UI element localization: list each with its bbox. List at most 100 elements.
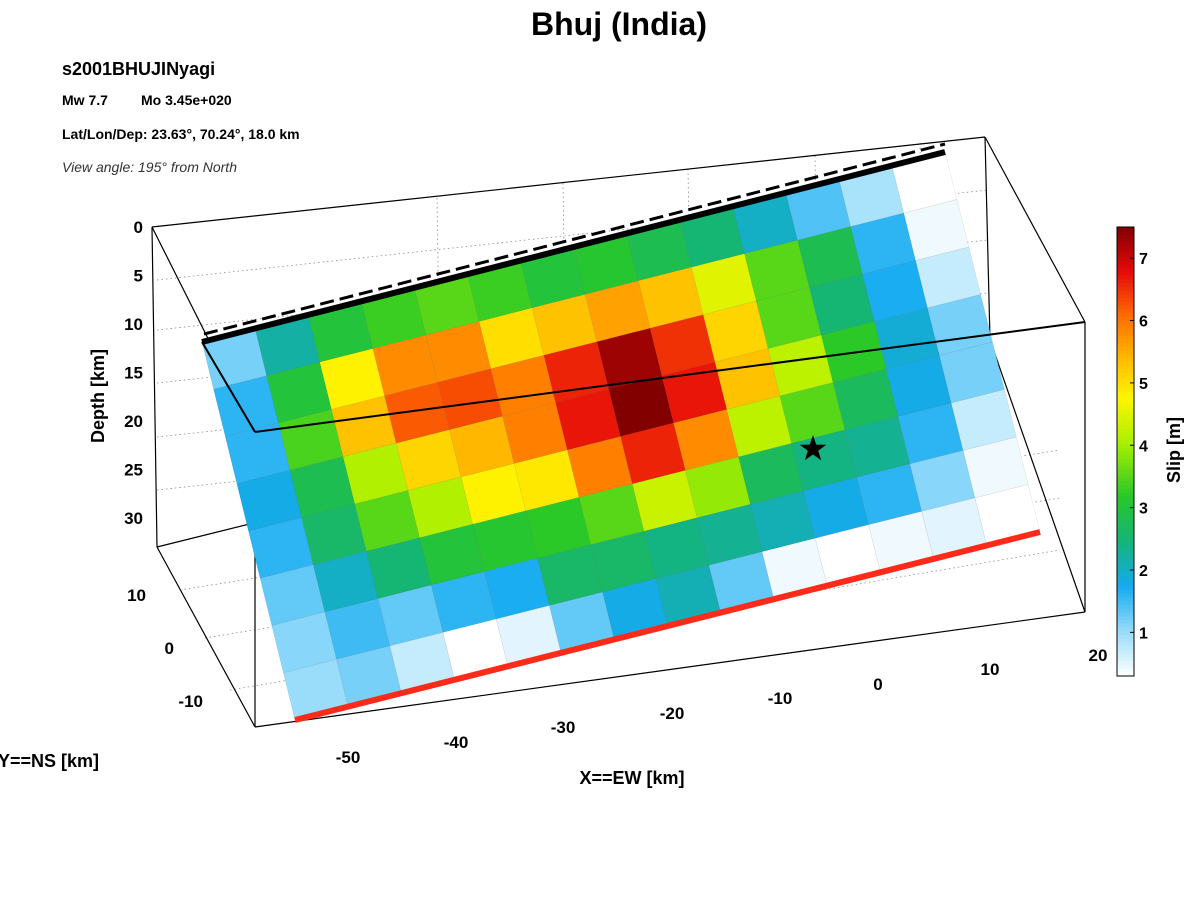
hypocenter-star (799, 435, 827, 461)
colorbar-segment (1117, 522, 1134, 527)
colorbar-segment (1117, 316, 1134, 322)
colorbar-segment (1117, 402, 1134, 408)
colorbar-segment (1117, 294, 1134, 299)
colorbar-segment (1117, 305, 1134, 310)
x-tick-2: -30 (551, 718, 576, 737)
axes-box-edge-1 (984, 136, 1086, 323)
colorbar-segment (1117, 399, 1134, 404)
colorbar-segment (1117, 612, 1134, 617)
colorbar-segment (1117, 638, 1134, 643)
colorbar-segment (1117, 436, 1134, 441)
colorbar-segment (1117, 657, 1134, 662)
colorbar-segment (1117, 264, 1134, 269)
colorbar-segment (1117, 313, 1134, 318)
colorbar-segment (1117, 283, 1134, 288)
colorbar-segment (1117, 458, 1134, 464)
location-label: Lat/Lon/Dep: 23.63°, 70.24°, 18.0 km (62, 126, 300, 142)
colorbar-tick-2: 3 (1139, 501, 1148, 518)
x-axis-label: X==EW [km] (579, 768, 684, 788)
colorbar-segment (1117, 387, 1134, 393)
colorbar-segment (1117, 477, 1134, 483)
axes-box-edge-6 (254, 611, 1086, 728)
colorbar-segment (1117, 586, 1134, 591)
x-tick-6: 10 (981, 660, 1000, 679)
colorbar-tick-0: 1 (1139, 625, 1148, 642)
colorbar-segment (1117, 432, 1134, 438)
colorbar-segment (1117, 646, 1134, 651)
x-tick-5: 0 (873, 675, 882, 694)
colorbar-segment (1117, 372, 1134, 378)
colorbar-segment (1117, 429, 1134, 434)
x-tick-0: -50 (336, 748, 361, 767)
z-tick-0: 0 (134, 218, 143, 237)
colorbar-segment (1117, 574, 1134, 580)
fault-surface-trace (203, 142, 946, 336)
colorbar-segment (1117, 481, 1134, 486)
colorbar-segment (1117, 271, 1134, 277)
z-tick-1: 5 (134, 267, 143, 286)
colorbar-segment (1117, 369, 1134, 374)
colorbar-frame (1116, 226, 1135, 677)
colorbar-segment (1117, 500, 1134, 505)
colorbar-segment (1117, 470, 1134, 475)
y-tick-2: -10 (178, 692, 203, 711)
colorbar-segment (1117, 556, 1134, 561)
colorbar-segment (1117, 328, 1134, 333)
z-axis-label: Depth [km] (88, 349, 108, 443)
colorbar-segment (1117, 485, 1134, 490)
colorbar-segment (1117, 275, 1134, 280)
z-tick-6: 30 (124, 509, 143, 528)
colorbar-segment (1117, 440, 1134, 445)
fault-slip-cells (201, 151, 1041, 721)
colorbar-segment (1117, 361, 1134, 367)
y-axis-label: Y==NS [km] (0, 751, 99, 771)
colorbar-segment (1117, 227, 1134, 232)
colorbar-segment (1117, 593, 1134, 599)
colorbar-segment (1117, 301, 1134, 307)
axes-box-edge-3 (984, 136, 991, 341)
z-tick-4: 20 (124, 412, 143, 431)
fault-overlay (201, 142, 1086, 723)
x-tick-1: -40 (444, 733, 469, 752)
colorbar-segment (1117, 473, 1134, 479)
magnitude-label: Mw 7.7 (62, 92, 108, 108)
tick-labels: 0 5 10 15 20 25 30 10 0 -10 -50 -40 -30 -20 -10 0 10 20 (124, 218, 1107, 767)
colorbar-segment (1117, 451, 1134, 456)
colorbar-segment (1117, 286, 1134, 292)
x-tick-7: 20 (1089, 646, 1108, 665)
axes-box-edge-2 (151, 226, 158, 548)
colorbar-segment (1117, 537, 1134, 542)
colorbar-segment (1117, 230, 1134, 236)
colorbar-segment (1117, 384, 1134, 389)
z-tick-5: 25 (124, 461, 143, 480)
colorbar-tick-4: 5 (1139, 376, 1148, 393)
colorbar-segment (1117, 623, 1134, 628)
colorbar-segment (1117, 518, 1134, 524)
colorbar-segment (1117, 627, 1134, 632)
colorbar-segment (1117, 414, 1134, 419)
model-name: s2001BHUJINyagi (62, 59, 215, 79)
colorbar-segment (1117, 298, 1134, 303)
colorbar-segment (1117, 578, 1134, 584)
moment-label: Mo 3.45e+020 (141, 92, 232, 108)
colorbar-segment (1117, 496, 1134, 501)
colorbar-segment (1117, 634, 1134, 640)
colorbar-segment (1117, 608, 1134, 613)
colorbar: 1 2 3 4 5 6 7 (1116, 226, 1148, 677)
colorbar-segment (1117, 619, 1134, 625)
colorbar-tick-3: 4 (1139, 438, 1148, 455)
colorbar-segment (1117, 672, 1134, 677)
colorbar-segment (1117, 589, 1134, 595)
colorbar-segment (1117, 279, 1134, 284)
colorbar-segment (1117, 661, 1134, 666)
colorbar-segment (1117, 582, 1134, 587)
colorbar-segment (1117, 245, 1134, 251)
colorbar-segment (1117, 324, 1134, 329)
colorbar-segment (1117, 462, 1134, 468)
front-box-edge-top (254, 321, 1086, 433)
colorbar-tick-5: 6 (1139, 314, 1148, 331)
colorbar-segment (1117, 256, 1134, 262)
y-tick-1: 0 (165, 639, 174, 658)
colorbar-segment (1117, 253, 1134, 258)
colorbar-tick-1: 2 (1139, 563, 1148, 580)
